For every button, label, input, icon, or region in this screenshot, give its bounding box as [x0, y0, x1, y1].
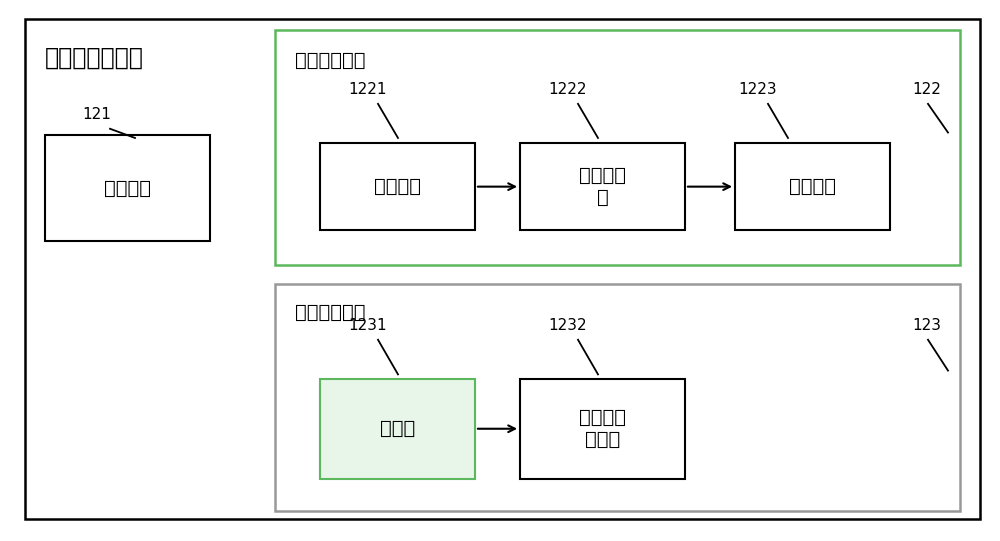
Text: 1223: 1223 [738, 82, 777, 97]
Text: 模拟开关: 模拟开关 [104, 179, 151, 197]
Bar [735, 143, 890, 230]
Text: 1231: 1231 [348, 318, 387, 333]
Text: 电压采集电路: 电压采集电路 [295, 303, 366, 322]
Bar [275, 30, 960, 265]
Text: 电流采集电路: 电流采集电路 [295, 51, 366, 70]
Text: 1232: 1232 [548, 318, 587, 333]
Text: 123: 123 [912, 318, 941, 333]
Text: 模拟量输入模块: 模拟量输入模块 [45, 46, 144, 70]
Bar [320, 379, 475, 479]
Text: 瞬变管: 瞬变管 [380, 419, 415, 438]
Bar [520, 143, 685, 230]
Text: 122: 122 [912, 82, 941, 97]
Text: 可变电阻: 可变电阻 [374, 177, 421, 196]
Bar [275, 284, 960, 511]
Text: 1221: 1221 [348, 82, 386, 97]
Text: 121: 121 [82, 107, 111, 122]
Text: 电压跟随
器: 电压跟随 器 [579, 166, 626, 207]
Bar [520, 379, 685, 479]
Text: 1222: 1222 [548, 82, 586, 97]
Bar [45, 135, 210, 241]
Text: 光耦电路: 光耦电路 [789, 177, 836, 196]
Bar [320, 143, 475, 230]
Text: 仪表放大
器电路: 仪表放大 器电路 [579, 408, 626, 449]
